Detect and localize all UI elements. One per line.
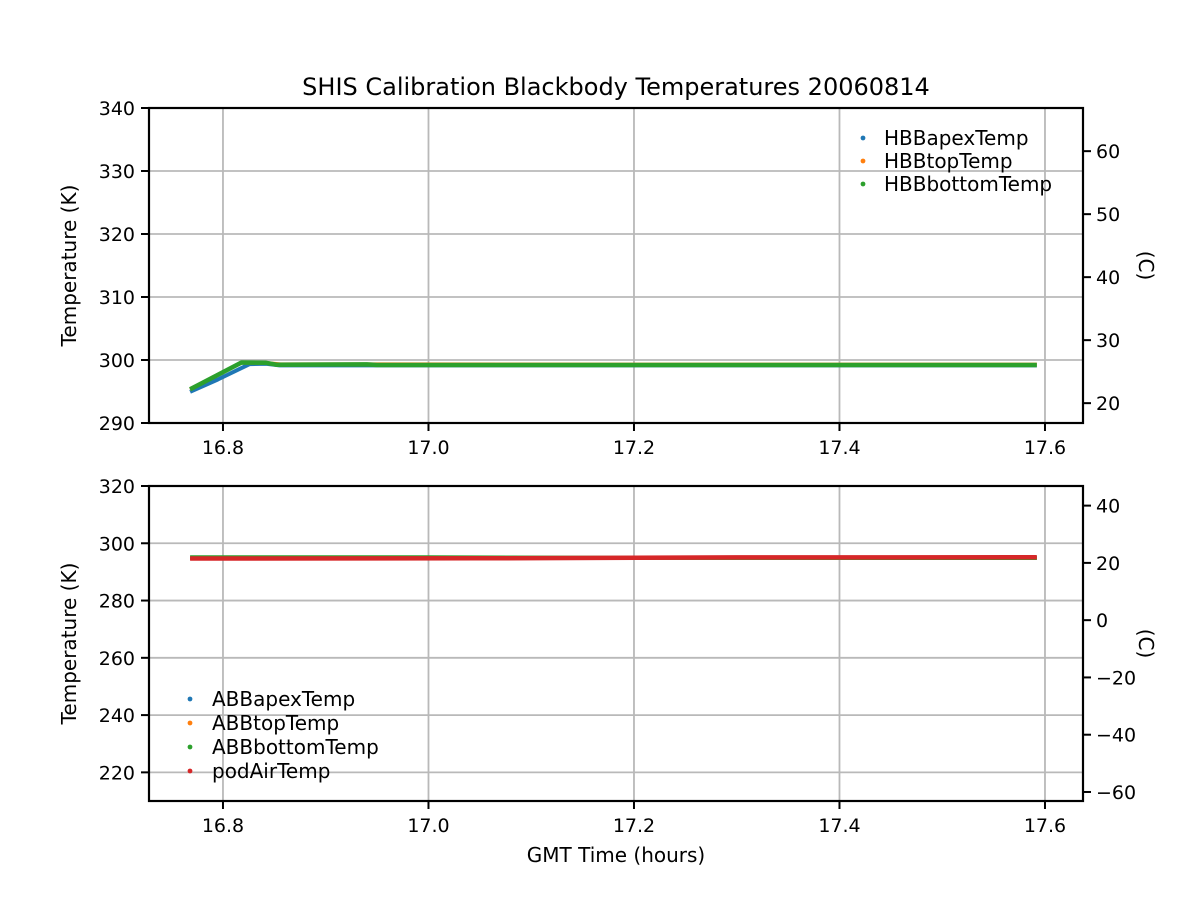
bottom-legend-marker-podAirTemp [188, 769, 193, 774]
top-series-line-HBBapexTemp [190, 364, 1037, 392]
top-y-axis-label-left: Temperature (K) [57, 185, 81, 348]
top-y-tick-label-right: 50 [1096, 204, 1120, 226]
bottom-y-tick-label-left: 260 [99, 648, 135, 670]
top-subplot: 16.8 17.0 17.2 17.4 17.6 290 300 310 320 330 340 20… [57, 73, 1158, 459]
top-y-tick-label-right: 20 [1096, 393, 1120, 415]
bottom-x-tick-label: 17.4 [818, 815, 860, 837]
bottom-y-tick-label-right: −60 [1096, 782, 1136, 804]
bottom-y-tick-label-right: 40 [1096, 496, 1120, 518]
top-y-tick-label-left: 340 [99, 98, 135, 120]
bottom-subplot: 16.8 17.0 17.2 17.4 17.6 220 240 260 280 300 320 −6… [57, 476, 1158, 867]
bottom-y-tick-label-right: −40 [1096, 725, 1136, 747]
bottom-y-tick-label-left: 280 [99, 591, 135, 613]
top-legend-marker-HBBapexTemp [861, 136, 866, 141]
bottom-y-tick-label-left: 220 [99, 762, 135, 784]
bottom-y-tick-label-left: 240 [99, 705, 135, 727]
figure-title: SHIS Calibration Blackbody Temperatures … [302, 73, 930, 101]
top-series-line-HBBbottomTemp [190, 363, 1037, 390]
top-y-tick-label-right: 60 [1096, 141, 1120, 163]
bottom-legend-label-ABBbottomTemp: ABBbottomTemp [212, 735, 379, 759]
bottom-y-tick-label-right: 20 [1096, 553, 1120, 575]
bottom-legend-marker-ABBapexTemp [188, 697, 193, 702]
bottom-legend: ABBapexTempABBtopTempABBbottomTemppodAir… [188, 687, 379, 783]
bottom-x-tick-label: 17.2 [613, 815, 655, 837]
top-y-tick-label-left: 330 [99, 161, 135, 183]
top-legend-label-HBBbottomTemp: HBBbottomTemp [884, 172, 1052, 196]
top-x-tick-label: 17.6 [1024, 437, 1066, 459]
top-y-tick-label-left: 320 [99, 224, 135, 246]
top-y-tick-label-right: 40 [1096, 267, 1120, 289]
top-x-tick-label: 17.2 [613, 437, 655, 459]
bottom-y-tick-label-left: 320 [99, 476, 135, 498]
bottom-x-tick-label: 17.0 [407, 815, 449, 837]
bottom-legend-label-ABBapexTemp: ABBapexTemp [212, 687, 355, 711]
bottom-y-tick-label-right: 0 [1096, 610, 1108, 632]
top-x-tick-label: 17.4 [818, 437, 860, 459]
bottom-legend-label-ABBtopTemp: ABBtopTemp [212, 711, 339, 735]
bottom-x-axis-label: GMT Time (hours) [527, 843, 705, 867]
top-y-tick-label-left: 310 [99, 287, 135, 309]
top-x-tick-label: 16.8 [202, 437, 244, 459]
bottom-legend-marker-ABBbottomTemp [188, 745, 193, 750]
top-y-axis-label-right: (C) [1134, 251, 1158, 281]
bottom-y-tick-label-right: −20 [1096, 667, 1136, 689]
bottom-series-line-podAirTemp [190, 557, 1037, 558]
top-legend-marker-HBBbottomTemp [861, 182, 866, 187]
top-legend-marker-HBBtopTemp [861, 159, 866, 164]
top-y-tick-label-left: 300 [99, 350, 135, 372]
bottom-y-axis-label-left: Temperature (K) [57, 563, 81, 726]
bottom-legend-label-podAirTemp: podAirTemp [212, 759, 330, 783]
top-y-tick-label-left: 290 [99, 413, 135, 435]
bottom-y-axis-label-right: (C) [1134, 629, 1158, 659]
top-legend-label-HBBtopTemp: HBBtopTemp [884, 149, 1013, 173]
bottom-y-tick-label-left: 300 [99, 533, 135, 555]
bottom-x-tick-label: 16.8 [202, 815, 244, 837]
bottom-legend-marker-ABBtopTemp [188, 721, 193, 726]
bottom-x-tick-label: 17.6 [1024, 815, 1066, 837]
top-legend-label-HBBapexTemp: HBBapexTemp [884, 126, 1029, 150]
top-x-tick-label: 17.0 [407, 437, 449, 459]
top-y-tick-label-right: 30 [1096, 330, 1120, 352]
